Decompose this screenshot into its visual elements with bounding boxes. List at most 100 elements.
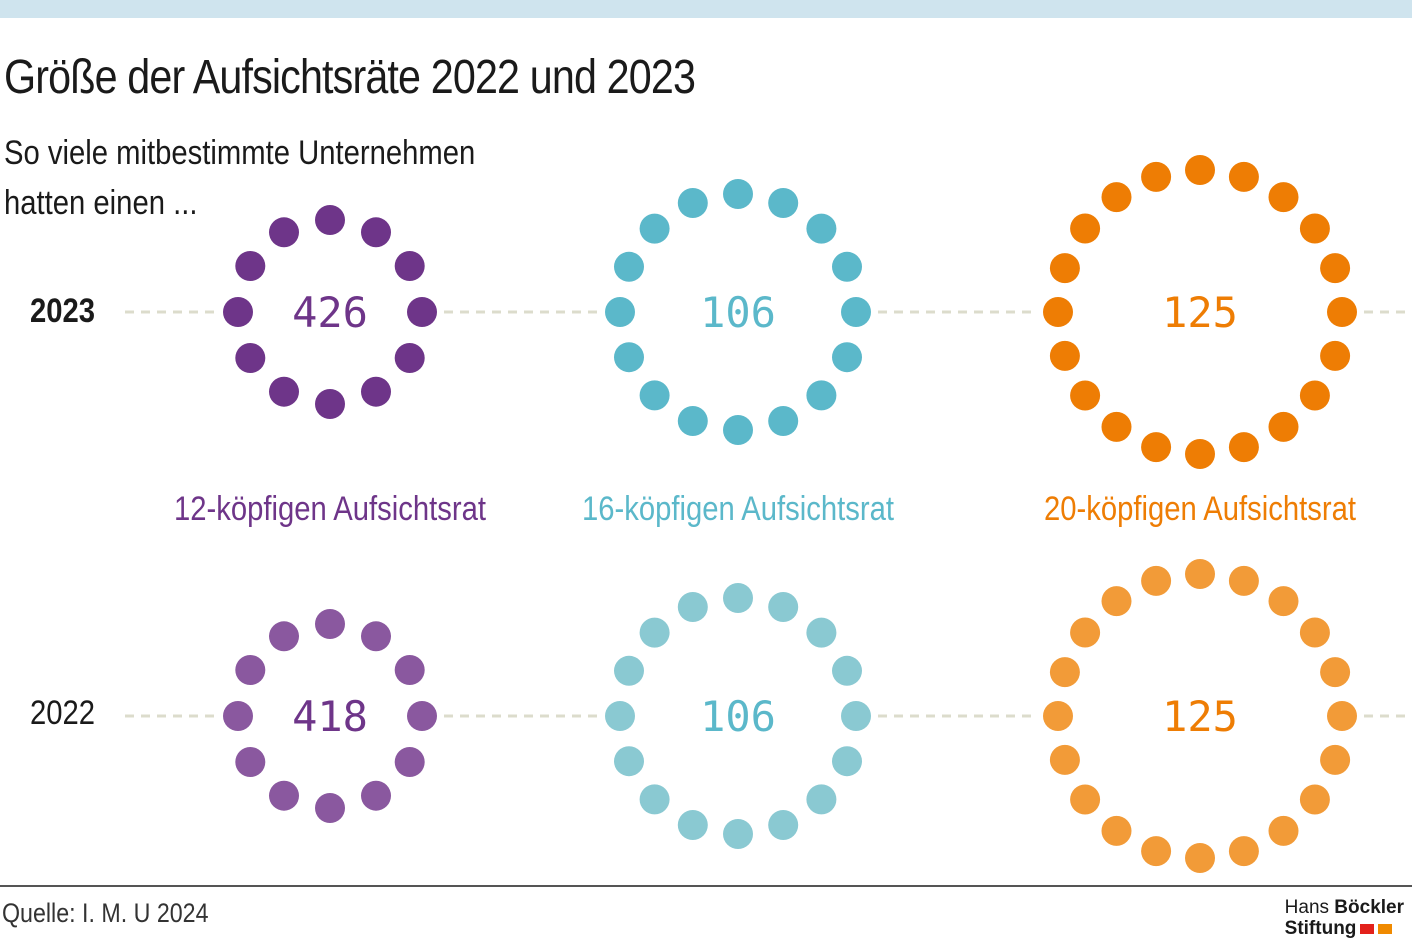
value-label-2022-20: 125 — [1162, 692, 1238, 741]
seat-dot-2023-16-1 — [768, 188, 799, 218]
seat-dot-2023-16-5 — [832, 342, 862, 373]
seat-dot-2022-12-10 — [235, 655, 266, 685]
seat-dot-2023-12-0 — [315, 205, 345, 235]
seat-dot-2022-20-3 — [1299, 617, 1330, 648]
top-bar — [0, 0, 1412, 18]
seat-dot-2022-20-19 — [1141, 565, 1172, 596]
seat-dot-2022-20-1 — [1228, 565, 1259, 596]
seat-dot-2023-20-3 — [1299, 213, 1330, 244]
seat-dot-2023-20-4 — [1320, 253, 1351, 284]
seat-dot-2022-20-2 — [1268, 586, 1299, 617]
seat-dot-2022-16-14 — [639, 617, 670, 648]
year-label-2023: 2023 — [30, 292, 96, 330]
seat-dot-2022-20-6 — [1320, 744, 1351, 775]
seat-dot-2022-12-7 — [269, 780, 299, 811]
subtitle-line-2: hatten einen ... — [4, 184, 198, 222]
seat-dot-2023-12-1 — [361, 217, 391, 248]
seat-dot-2023-20-0 — [1185, 155, 1215, 185]
seat-dot-2022-16-8 — [723, 819, 753, 849]
seat-dot-2023-20-7 — [1299, 380, 1330, 411]
seat-dot-2023-20-17 — [1070, 213, 1101, 244]
seat-dot-2023-20-1 — [1228, 161, 1259, 192]
seat-dot-2023-16-10 — [639, 380, 670, 411]
seat-dot-2022-16-13 — [614, 655, 644, 686]
seat-dot-2022-16-9 — [677, 810, 708, 840]
seat-dot-2022-12-6 — [315, 793, 345, 823]
seat-dot-2023-20-13 — [1070, 380, 1101, 411]
seat-dot-2023-20-6 — [1320, 340, 1351, 371]
seat-dot-2022-12-11 — [269, 621, 299, 652]
footer-rule — [0, 885, 1412, 887]
seat-dot-2023-12-4 — [394, 343, 425, 373]
seat-dot-2023-20-9 — [1228, 432, 1259, 463]
value-label-2022-12: 418 — [292, 692, 368, 741]
seat-dot-2023-12-8 — [235, 343, 266, 373]
seat-dot-2023-16-14 — [639, 213, 670, 244]
seat-dot-2022-16-5 — [832, 746, 862, 777]
seat-dot-2022-16-0 — [723, 583, 753, 613]
logo-orange-square — [1378, 923, 1393, 934]
seat-dot-2022-12-4 — [394, 747, 425, 777]
seat-dot-2023-12-6 — [315, 389, 345, 419]
seat-dot-2022-12-9 — [223, 701, 253, 731]
seat-dot-2023-20-16 — [1049, 253, 1080, 284]
seat-dot-2023-20-11 — [1141, 432, 1172, 463]
seat-dot-2023-12-3 — [407, 297, 437, 327]
seat-dot-2023-20-18 — [1101, 182, 1132, 213]
seat-dot-2022-20-11 — [1141, 836, 1172, 867]
seat-dot-2022-12-0 — [315, 609, 345, 639]
seat-dot-2022-20-4 — [1320, 657, 1351, 688]
seat-dot-2023-20-8 — [1268, 411, 1299, 442]
seat-dot-2022-20-18 — [1101, 586, 1132, 617]
seat-dot-2022-16-6 — [806, 784, 837, 815]
value-label-2023-16: 106 — [700, 288, 776, 337]
seat-dot-2023-16-12 — [605, 297, 635, 327]
seat-dot-2022-20-16 — [1049, 657, 1080, 688]
seat-dot-2022-12-5 — [361, 780, 391, 811]
seat-dot-2023-12-10 — [235, 251, 266, 281]
subtitle-line-1: So viele mitbestimmte Unternehmen — [4, 134, 476, 172]
dot-ring-chart: 426 106 125 418 106 125 — [125, 155, 1412, 873]
seat-dot-2022-20-14 — [1049, 744, 1080, 775]
seat-dot-2022-20-13 — [1070, 784, 1101, 815]
seat-dot-2023-20-5 — [1327, 297, 1357, 327]
seat-dot-2023-12-2 — [394, 251, 425, 281]
seat-dot-2022-20-15 — [1043, 701, 1073, 731]
seat-dot-2023-20-12 — [1101, 411, 1132, 442]
seat-dot-2023-16-7 — [768, 406, 799, 436]
seat-dot-2022-12-8 — [235, 747, 266, 777]
seat-dot-2023-16-3 — [832, 251, 862, 282]
seat-dot-2022-16-1 — [768, 592, 799, 622]
logo-red-square — [1360, 923, 1375, 934]
seat-dot-2022-16-10 — [639, 784, 670, 815]
logo-word-boeckler: Böckler — [1334, 897, 1404, 918]
seat-dot-2022-16-7 — [768, 810, 799, 840]
logo-word-hans: Hans — [1284, 897, 1330, 918]
seat-dot-2023-16-0 — [723, 179, 753, 209]
seat-dot-2022-16-4 — [841, 701, 871, 731]
seat-dot-2023-16-15 — [677, 188, 708, 218]
seat-dot-2022-16-12 — [605, 701, 635, 731]
seat-dot-2022-16-2 — [806, 617, 837, 648]
seat-dot-2022-12-1 — [361, 621, 391, 652]
seat-dot-2023-16-4 — [841, 297, 871, 327]
seat-dot-2023-16-2 — [806, 213, 837, 244]
seat-dot-2022-20-5 — [1327, 701, 1357, 731]
seat-dot-2022-20-9 — [1228, 836, 1259, 867]
category-label-12: 12-köpfigen Aufsichtsrat — [173, 490, 487, 528]
seat-dot-2022-20-8 — [1268, 815, 1299, 846]
seat-dot-2023-12-7 — [269, 376, 299, 407]
seat-dot-2023-20-15 — [1043, 297, 1073, 327]
hans-boeckler-logo: Hans Böckler Stiftung — [1285, 897, 1404, 939]
seat-dot-2023-16-9 — [677, 406, 708, 436]
category-label-16: 16-köpfigen Aufsichtsrat — [581, 490, 895, 528]
seat-dot-2022-20-7 — [1299, 784, 1330, 815]
seat-dot-2022-12-3 — [407, 701, 437, 731]
seat-dot-2023-12-9 — [223, 297, 253, 327]
seat-dot-2022-16-15 — [677, 592, 708, 622]
year-label-2022: 2022 — [30, 694, 96, 732]
seat-dot-2023-16-8 — [723, 415, 753, 445]
chart-subtitle: So viele mitbestimmte Unternehmen hatten… — [4, 128, 486, 228]
seat-dot-2023-12-11 — [269, 217, 299, 248]
seat-dot-2022-20-0 — [1185, 559, 1215, 589]
